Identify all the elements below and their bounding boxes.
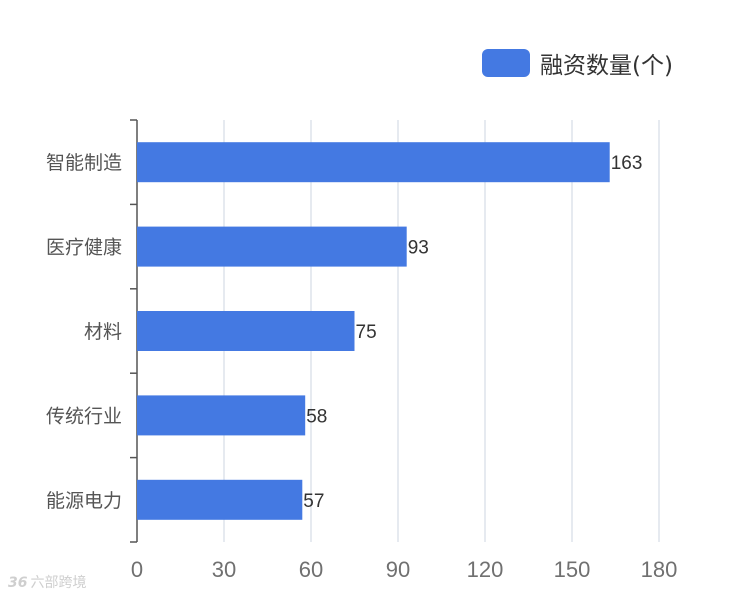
grid-lines bbox=[223, 120, 660, 542]
watermark-logo: 36 bbox=[8, 575, 28, 591]
labels: 0 30 60 90 120 150 180 智能制造 163 医疗健康 93 材料 75 传统行业 58 能… bbox=[46, 152, 677, 582]
data-label: 58 bbox=[306, 406, 327, 427]
category-label: 传统行业 bbox=[46, 405, 122, 427]
bar bbox=[137, 226, 407, 267]
category-label: 医疗健康 bbox=[46, 237, 122, 259]
x-tick-label: 150 bbox=[554, 557, 591, 582]
data-label: 57 bbox=[303, 491, 324, 512]
x-tick-label: 120 bbox=[467, 557, 504, 582]
watermark-text: 六部跨境 bbox=[30, 575, 87, 591]
category-label: 智能制造 bbox=[46, 152, 122, 174]
category-label: 能源电力 bbox=[46, 490, 122, 512]
axes bbox=[130, 119, 138, 543]
bar bbox=[137, 479, 303, 520]
x-tick-label: 180 bbox=[641, 557, 678, 582]
x-tick-label: 90 bbox=[386, 557, 410, 582]
data-label: 163 bbox=[611, 153, 643, 174]
bar bbox=[137, 395, 306, 436]
category-label: 材料 bbox=[84, 321, 122, 343]
data-label: 93 bbox=[408, 238, 429, 259]
bar bbox=[137, 142, 610, 183]
x-tick-label: 0 bbox=[131, 557, 143, 582]
legend-swatch bbox=[482, 49, 530, 77]
x-tick-label: 60 bbox=[299, 557, 323, 582]
bar-series bbox=[137, 142, 610, 520]
legend[interactable]: 融资数量(个) bbox=[482, 48, 673, 79]
bar bbox=[137, 311, 355, 351]
data-label: 75 bbox=[356, 322, 377, 343]
legend-label: 融资数量(个) bbox=[540, 53, 673, 79]
x-tick-label: 30 bbox=[212, 557, 236, 582]
watermark: 36 六部跨境 bbox=[8, 572, 86, 592]
